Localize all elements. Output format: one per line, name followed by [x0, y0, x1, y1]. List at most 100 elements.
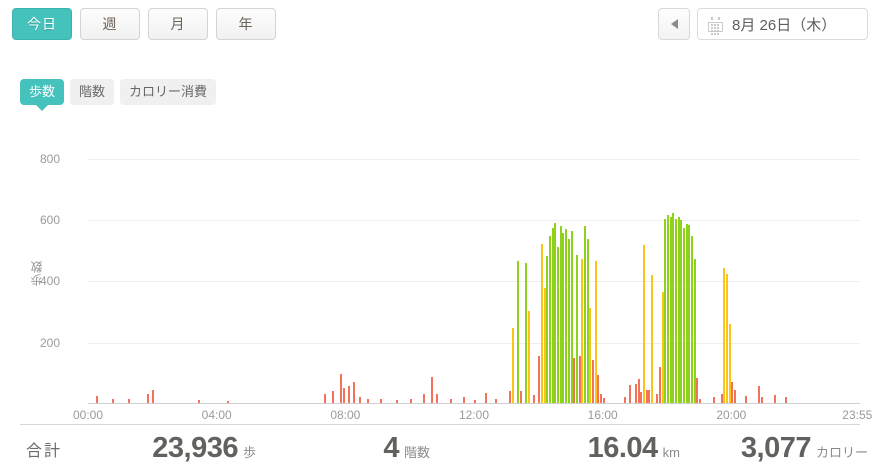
- chart-bar[interactable]: [366, 398, 369, 403]
- range-button-today[interactable]: 今日: [12, 8, 72, 40]
- chart-bar[interactable]: [672, 213, 675, 403]
- chart-bar[interactable]: [197, 399, 200, 403]
- chart-bar[interactable]: [519, 390, 522, 403]
- chart-bar[interactable]: [629, 385, 632, 403]
- chart-bar[interactable]: [436, 394, 439, 403]
- chart-bar[interactable]: [720, 393, 723, 403]
- chart-bar[interactable]: [508, 390, 511, 403]
- chart-bar[interactable]: [431, 377, 434, 403]
- chart-bar[interactable]: [696, 378, 699, 403]
- chart-bar[interactable]: [567, 238, 570, 403]
- chart-bar[interactable]: [575, 254, 578, 403]
- chart-bar[interactable]: [602, 398, 605, 403]
- chart-bar[interactable]: [589, 307, 592, 403]
- chart-bar[interactable]: [474, 399, 476, 403]
- chart-bar[interactable]: [551, 228, 554, 403]
- chart-bar[interactable]: [495, 399, 498, 403]
- chart-bar[interactable]: [642, 245, 645, 403]
- chart-bar[interactable]: [112, 398, 115, 403]
- chart-bar[interactable]: [591, 360, 594, 403]
- chart-bar[interactable]: [559, 226, 562, 403]
- chart-bar[interactable]: [549, 235, 552, 403]
- chart-bar[interactable]: [578, 356, 581, 403]
- chart-bar[interactable]: [731, 381, 734, 403]
- chart-bar[interactable]: [331, 390, 334, 403]
- chart-bar[interactable]: [784, 396, 787, 403]
- chart-bar[interactable]: [669, 217, 672, 403]
- chart-bar[interactable]: [484, 392, 487, 403]
- chart-bar[interactable]: [396, 399, 399, 403]
- chart-bar[interactable]: [640, 391, 643, 403]
- chart-bar[interactable]: [227, 400, 230, 403]
- chart-bar[interactable]: [339, 373, 342, 403]
- chart-bar[interactable]: [583, 226, 586, 403]
- chart-bar[interactable]: [546, 255, 549, 403]
- chart-bar[interactable]: [723, 268, 726, 403]
- chart-bar[interactable]: [650, 274, 653, 403]
- chart-bar[interactable]: [699, 398, 702, 403]
- chart-bar[interactable]: [541, 244, 543, 403]
- chart-bar[interactable]: [774, 395, 777, 403]
- chart-bar[interactable]: [683, 228, 686, 403]
- chart-bar[interactable]: [409, 398, 412, 403]
- chart-bar[interactable]: [760, 397, 763, 403]
- range-button-week[interactable]: 週: [80, 8, 140, 40]
- chart-bar[interactable]: [380, 399, 383, 403]
- chart-bar[interactable]: [543, 288, 546, 403]
- chart-bar[interactable]: [725, 274, 728, 403]
- tab-steps[interactable]: 歩数: [20, 79, 65, 105]
- chart-bar[interactable]: [677, 216, 680, 403]
- chart-bar[interactable]: [664, 219, 667, 403]
- chart-bar[interactable]: [624, 396, 627, 403]
- chart-bar[interactable]: [688, 225, 691, 403]
- chart-bar[interactable]: [645, 389, 648, 403]
- chart-bar[interactable]: [348, 386, 350, 403]
- chart-bar[interactable]: [599, 394, 602, 403]
- chart-bar[interactable]: [680, 220, 683, 403]
- chart-bar[interactable]: [573, 357, 576, 403]
- chart-bar[interactable]: [685, 223, 688, 403]
- chart-bar[interactable]: [562, 232, 565, 403]
- chart-bar[interactable]: [353, 381, 356, 403]
- chart-bar[interactable]: [463, 397, 466, 403]
- chart-bar[interactable]: [423, 393, 426, 403]
- chart-bar[interactable]: [712, 396, 715, 403]
- chart-bar[interactable]: [342, 388, 345, 403]
- chart-bar[interactable]: [648, 390, 651, 403]
- chart-bar[interactable]: [675, 219, 678, 403]
- chart-bar[interactable]: [532, 395, 535, 403]
- chart-bar[interactable]: [634, 384, 637, 403]
- chart-bar[interactable]: [146, 393, 149, 403]
- chart-bar[interactable]: [128, 399, 131, 403]
- chart-bar[interactable]: [637, 379, 640, 403]
- chart-bar[interactable]: [449, 399, 452, 403]
- chart-bar[interactable]: [734, 390, 736, 403]
- tab-calories[interactable]: カロリー消費: [120, 79, 217, 105]
- chart-bar[interactable]: [728, 323, 731, 403]
- range-button-month[interactable]: 月: [148, 8, 208, 40]
- chart-bar[interactable]: [96, 396, 99, 403]
- chart-bar[interactable]: [693, 259, 696, 403]
- chart-bar[interactable]: [658, 367, 661, 403]
- chart-bar[interactable]: [597, 375, 600, 403]
- chart-bar[interactable]: [581, 258, 584, 403]
- chart-bar[interactable]: [538, 356, 541, 403]
- chart-bar[interactable]: [511, 327, 514, 403]
- chart-bar[interactable]: [667, 215, 669, 403]
- date-picker-field[interactable]: 8月 26日（木）: [697, 8, 868, 40]
- chart-bar[interactable]: [152, 390, 155, 403]
- tab-floors[interactable]: 階数: [70, 79, 115, 105]
- chart-bar[interactable]: [527, 311, 530, 403]
- chart-bar[interactable]: [594, 261, 597, 403]
- chart-bar[interactable]: [586, 238, 589, 403]
- chart-bar[interactable]: [691, 236, 694, 403]
- range-button-year[interactable]: 年: [216, 8, 276, 40]
- chart-bar[interactable]: [570, 231, 573, 403]
- chart-bar[interactable]: [554, 222, 557, 403]
- chart-bar[interactable]: [516, 261, 519, 403]
- chart-bar[interactable]: [744, 396, 747, 403]
- previous-day-button[interactable]: [658, 8, 690, 40]
- chart-bar[interactable]: [661, 292, 664, 403]
- chart-bar[interactable]: [557, 246, 560, 403]
- chart-bar[interactable]: [758, 385, 761, 403]
